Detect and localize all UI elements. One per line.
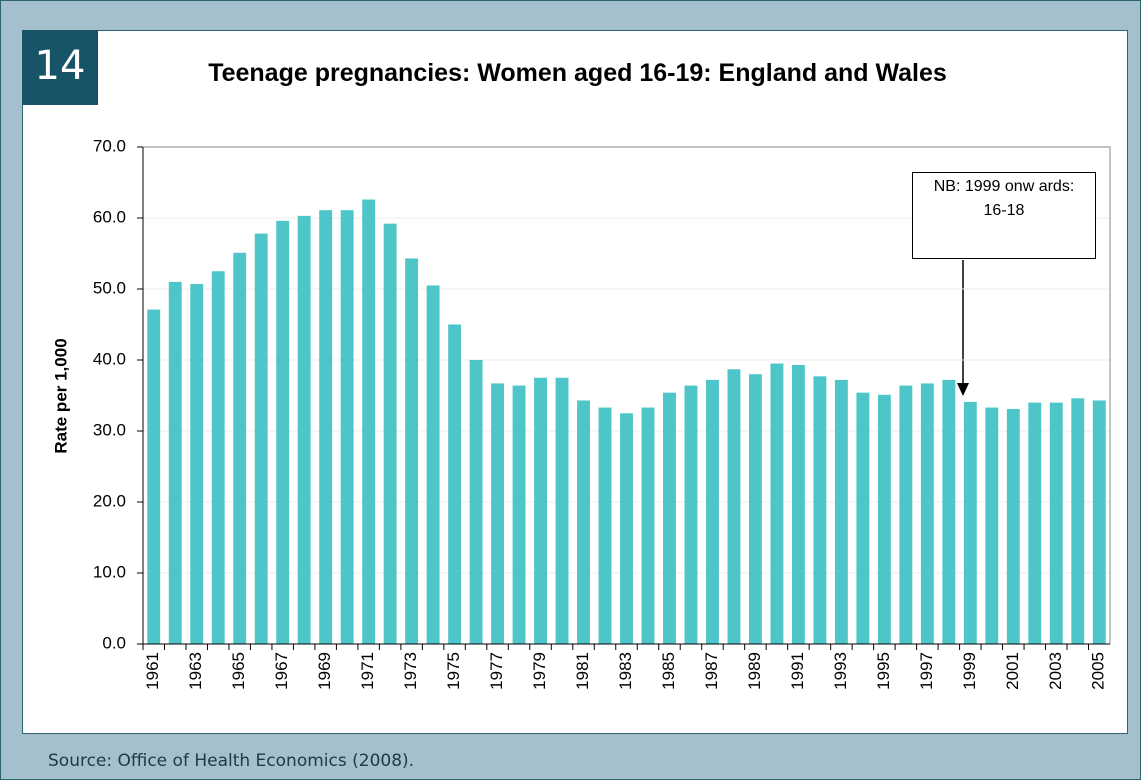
x-tick-label: 1963 bbox=[186, 652, 205, 690]
bar bbox=[1092, 400, 1106, 644]
bar bbox=[1049, 402, 1063, 644]
bar bbox=[770, 363, 784, 644]
bar bbox=[534, 377, 547, 644]
bar bbox=[426, 285, 440, 644]
x-tick-label: 1971 bbox=[358, 652, 377, 690]
bar bbox=[985, 407, 999, 644]
annotation-box: NB: 1999 onw ards: 16-18 bbox=[912, 172, 1096, 259]
bar bbox=[748, 374, 762, 644]
bar bbox=[555, 377, 569, 644]
bar bbox=[340, 210, 354, 644]
bar bbox=[834, 379, 848, 644]
bar bbox=[641, 407, 655, 644]
bar bbox=[899, 385, 913, 644]
x-tick-label: 1973 bbox=[401, 652, 420, 690]
x-tick-label: 1985 bbox=[659, 652, 678, 690]
x-tick-label: 1969 bbox=[315, 652, 334, 690]
bar bbox=[877, 394, 891, 644]
y-tick-label: 40.0 bbox=[93, 349, 126, 368]
bar bbox=[856, 392, 870, 644]
bar bbox=[963, 401, 977, 644]
bar bbox=[942, 379, 956, 644]
bar bbox=[706, 379, 719, 644]
annotation-line: NB: 1999 onw ards: bbox=[933, 178, 1075, 195]
x-tick-label: 2005 bbox=[1089, 652, 1108, 690]
bar bbox=[512, 385, 526, 644]
bar bbox=[168, 281, 182, 644]
x-tick-label: 1983 bbox=[616, 652, 635, 690]
bar bbox=[813, 376, 827, 644]
bar bbox=[577, 400, 590, 644]
y-tick-label: 70.0 bbox=[93, 136, 126, 155]
bar bbox=[1071, 398, 1085, 644]
bar bbox=[254, 233, 268, 644]
bar bbox=[791, 364, 805, 644]
y-tick-label: 50.0 bbox=[93, 278, 126, 297]
bar bbox=[663, 392, 676, 644]
x-tick-label: 1995 bbox=[874, 652, 893, 690]
annotation-line: 16-18 bbox=[983, 202, 1025, 219]
bar bbox=[211, 271, 225, 644]
bar bbox=[383, 223, 397, 644]
y-axis-label: Rate per 1,000 bbox=[51, 338, 70, 453]
bar bbox=[276, 220, 290, 644]
y-tick-label: 20.0 bbox=[93, 491, 126, 510]
y-tick-label: 60.0 bbox=[93, 207, 126, 226]
annotation-arrow-head bbox=[957, 383, 969, 396]
y-tick-label: 10.0 bbox=[93, 562, 126, 581]
bar bbox=[620, 413, 633, 644]
bar bbox=[405, 258, 419, 644]
badge: 14 bbox=[22, 30, 98, 105]
source: Source: Office of Health Economics (2008… bbox=[48, 751, 415, 771]
bar bbox=[362, 199, 376, 645]
bar bbox=[297, 215, 311, 644]
x-tick-label: 2001 bbox=[1003, 652, 1022, 690]
x-tick-label: 1989 bbox=[745, 652, 764, 690]
bar bbox=[920, 383, 934, 644]
bar bbox=[190, 284, 204, 644]
x-tick-label: 1967 bbox=[272, 652, 291, 690]
bar bbox=[448, 324, 462, 644]
x-tick-label: 2003 bbox=[1046, 652, 1065, 690]
x-tick-label: 1975 bbox=[444, 652, 463, 690]
bar bbox=[598, 407, 612, 644]
x-tick-label: 1999 bbox=[960, 652, 979, 690]
bar bbox=[233, 252, 247, 645]
y-tick-label: 0.0 bbox=[102, 633, 126, 652]
bar bbox=[684, 385, 698, 644]
y-tick-label: 30.0 bbox=[93, 420, 126, 439]
bar bbox=[727, 369, 741, 644]
bar bbox=[319, 210, 333, 644]
x-tick-label: 1991 bbox=[788, 652, 807, 690]
bar bbox=[147, 309, 161, 644]
x-tick-label: 1965 bbox=[229, 652, 248, 690]
x-tick-label: 1993 bbox=[831, 652, 850, 690]
bar bbox=[469, 360, 483, 644]
bar bbox=[1006, 408, 1020, 644]
x-tick-label: 1961 bbox=[143, 652, 162, 690]
x-tick-label: 1977 bbox=[487, 652, 506, 690]
x-tick-label: 1979 bbox=[530, 652, 549, 690]
x-tick-label: 1997 bbox=[917, 652, 936, 690]
x-tick-label: 1981 bbox=[573, 652, 592, 690]
chart-title: Teenage pregnancies: Women aged 16-19: E… bbox=[208, 59, 947, 87]
x-tick-label: 1987 bbox=[702, 652, 721, 690]
bar bbox=[491, 383, 505, 644]
bar bbox=[1028, 402, 1042, 644]
